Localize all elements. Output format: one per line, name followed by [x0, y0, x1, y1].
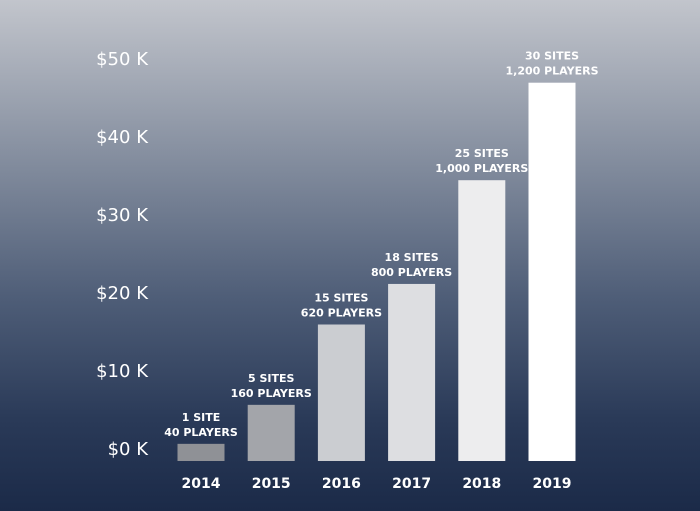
y-tick-label: $50 K: [96, 49, 149, 70]
y-tick-label: $10 K: [96, 361, 149, 382]
bar: [528, 82, 576, 461]
data-label: 1 SITE: [182, 411, 221, 424]
data-label: 160 PLAYERS: [231, 387, 312, 400]
y-tick-label: $40 K: [96, 127, 149, 148]
bar: [317, 324, 365, 461]
data-label: 15 SITES: [314, 292, 368, 305]
x-tick-label: 2018: [462, 476, 501, 492]
bar: [388, 283, 436, 461]
data-label: 5 SITES: [248, 372, 295, 385]
data-label: 620 PLAYERS: [301, 307, 382, 320]
x-tick-label: 2015: [252, 476, 291, 492]
data-label: 18 SITES: [385, 251, 439, 264]
data-label: 1,000 PLAYERS: [435, 162, 528, 175]
data-label: 800 PLAYERS: [371, 266, 452, 279]
y-tick-label: $30 K: [96, 205, 149, 226]
data-label: 30 SITES: [525, 50, 579, 63]
bar: [177, 443, 225, 461]
data-label: 40 PLAYERS: [164, 426, 238, 439]
bar: [458, 180, 506, 461]
y-tick-label: $20 K: [96, 283, 149, 304]
data-label: 25 SITES: [455, 147, 509, 160]
data-label: 1,200 PLAYERS: [505, 65, 598, 78]
x-tick-label: 2017: [392, 476, 431, 492]
y-tick-label: $0 K: [108, 439, 150, 460]
x-tick-label: 2019: [533, 476, 572, 492]
x-tick-label: 2014: [182, 476, 221, 492]
bar: [247, 404, 295, 461]
x-tick-label: 2016: [322, 476, 361, 492]
